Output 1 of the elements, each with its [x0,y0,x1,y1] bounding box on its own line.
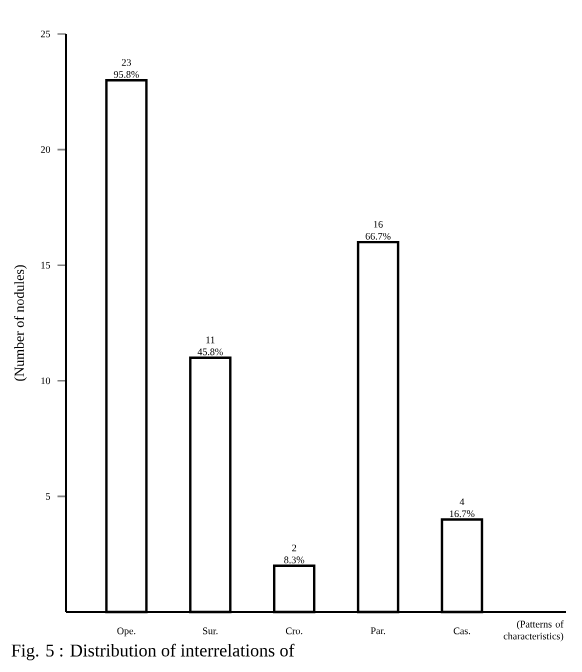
caption: Fig. 5 : Distribution of interrelations of [11,643,295,661]
